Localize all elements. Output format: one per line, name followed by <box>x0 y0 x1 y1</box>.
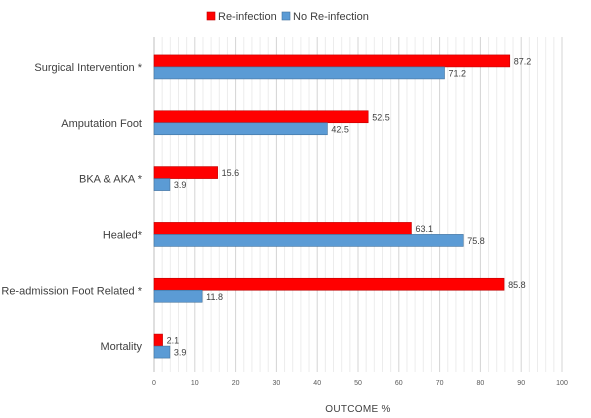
x-tick-label: 20 <box>232 380 240 387</box>
bar-no-re-infection-bka-aka <box>153 178 171 191</box>
value-label-no-re-infection-bka-aka: 3.9 <box>174 180 187 190</box>
x-tick-label: 10 <box>191 380 199 387</box>
bar-re-infection-re-admission-foot-related <box>153 277 505 291</box>
x-tick-label: 50 <box>354 380 362 387</box>
gridlines <box>161 37 563 372</box>
x-tick-label: 70 <box>436 380 444 387</box>
x-axis-title: OUTCOME % <box>325 404 390 415</box>
value-label-no-re-infection-re-admission-foot-related: 11.8 <box>206 292 223 302</box>
value-label-no-re-infection-mortality: 3.9 <box>174 348 187 358</box>
bar-no-re-infection-amputation-foot <box>153 122 328 136</box>
value-label-re-infection-surgical-intervention: 87.2 <box>514 56 532 66</box>
category-label-bka-aka: BKA & AKA * <box>79 174 143 186</box>
legend-swatch-no-re-infection <box>281 11 291 21</box>
x-tick-label: 60 <box>395 380 403 387</box>
bar-no-re-infection-mortality <box>153 345 171 359</box>
bar-re-infection-healed <box>153 222 412 235</box>
bar-re-infection-bka-aka <box>153 166 218 179</box>
value-labels: 87.2 71.2 52.5 42.5 15.6 3.9 63.1 75.8 85.8 11.8 2… <box>167 56 532 357</box>
x-tick-label: 40 <box>313 380 321 387</box>
legend: Re-infection No Re-infection <box>206 11 369 23</box>
value-label-re-infection-mortality: 2.1 <box>167 336 180 346</box>
category-label-healed: Healed* <box>103 229 143 241</box>
x-tick-label: 100 <box>556 380 568 387</box>
bars <box>153 54 511 359</box>
x-tick-labels: 0 10 20 30 40 50 60 70 80 90 100 <box>152 380 568 387</box>
value-label-re-infection-re-admission-foot-related: 85.8 <box>508 280 526 290</box>
value-label-no-re-infection-amputation-foot: 42.5 <box>331 124 349 134</box>
bar-no-re-infection-re-admission-foot-related <box>153 289 203 303</box>
bar-re-infection-mortality <box>153 333 163 347</box>
bar-re-infection-surgical-intervention <box>153 54 511 68</box>
value-label-re-infection-healed: 63.1 <box>415 224 433 234</box>
legend-swatch-re-infection <box>206 11 216 21</box>
value-label-no-re-infection-surgical-intervention: 71.2 <box>448 68 466 78</box>
category-label-surgical-intervention: Surgical Intervention * <box>34 62 142 74</box>
x-tick-label: 90 <box>517 380 525 387</box>
value-label-no-re-infection-healed: 75.8 <box>467 236 485 246</box>
bar-re-infection-amputation-foot <box>153 110 369 124</box>
bar-no-re-infection-healed <box>153 234 464 247</box>
category-label-amputation-foot: Amputation Foot <box>61 118 142 130</box>
value-label-re-infection-amputation-foot: 52.5 <box>372 112 390 122</box>
x-tick-label: 0 <box>152 380 156 387</box>
legend-label-no-re-infection: No Re-infection <box>293 11 369 23</box>
category-label-re-admission-foot-related: Re-admission Foot Related * <box>1 285 142 297</box>
value-label-re-infection-bka-aka: 15.6 <box>222 168 240 178</box>
category-labels: Surgical Intervention * Amputation Foot BK… <box>1 62 142 353</box>
legend-label-re-infection: Re-infection <box>218 11 277 23</box>
bar-no-re-infection-surgical-intervention <box>153 66 445 80</box>
x-tick-label: 30 <box>273 380 281 387</box>
category-label-mortality: Mortality <box>100 341 142 353</box>
x-tick-label: 80 <box>477 380 485 387</box>
